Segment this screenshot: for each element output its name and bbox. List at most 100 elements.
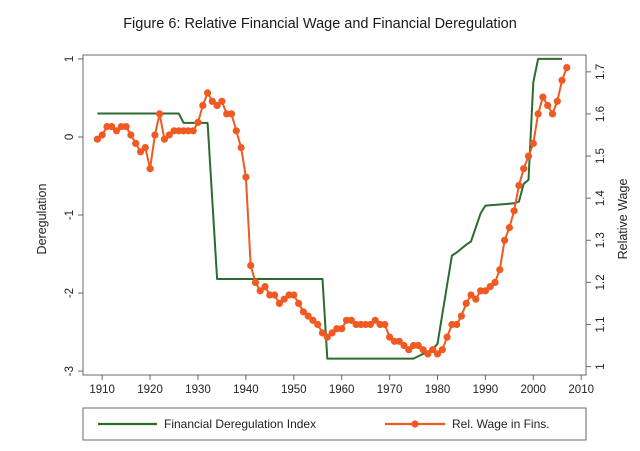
data-point [366,320,374,329]
data-point [232,127,240,135]
right-y-tick-label: 1.6 [595,106,607,122]
data-point [381,320,389,329]
data-point [141,144,149,152]
data-point [98,131,106,139]
data-point [558,76,566,84]
data-point [251,278,260,286]
x-tick-label: 1920 [137,384,163,396]
data-point [520,165,528,173]
x-axis-ticks: 1910 1920 1930 1940 1950 1960 1970 1980 1990 2000… [89,375,594,396]
data-point [132,139,140,147]
series-layer [93,57,571,360]
data-point [472,295,480,303]
data-point [151,131,159,139]
x-tick-label: 1930 [185,384,211,396]
data-point [539,93,547,101]
data-point [534,110,542,118]
data-point [438,346,446,354]
x-tick-label: 1960 [329,384,355,396]
legend-box [82,407,587,441]
data-point [453,320,461,329]
data-point [189,127,197,135]
x-tick-label: 1990 [473,384,499,396]
x-tick-label: 1980 [425,384,451,396]
left-y-axis-label: Deregulation [35,184,49,255]
data-point [122,123,130,131]
data-point [194,118,202,126]
x-tick-label: 2000 [521,384,547,396]
legend-label-rel-wage-in-fins: Rel. Wage in Fins. [452,417,550,431]
data-point [304,312,312,320]
data-point [395,337,403,345]
data-point [424,350,432,358]
data-point [371,316,379,324]
right-y-tick-label: 1.2 [595,274,607,290]
data-point [491,278,499,286]
data-point [524,152,533,160]
data-point [563,64,571,72]
data-point [218,97,226,105]
data-point [400,341,408,350]
data-point [204,89,212,97]
x-tick-label: 1940 [233,384,259,396]
data-point [429,346,437,354]
data-point [323,333,331,341]
data-point [237,144,245,152]
data-point [290,291,298,299]
right-y-tick-label: 1.1 [595,316,607,332]
data-point [227,110,236,118]
data-point [505,224,513,232]
right-y-tick-label: 1 [595,363,607,369]
data-point [295,299,303,307]
data-point [299,308,307,316]
data-point [457,312,465,320]
data-point [347,316,355,324]
left-y-tick-label: 0 [64,134,76,140]
data-point [208,97,216,105]
data-point [271,291,279,299]
data-point [256,287,264,295]
data-point [108,123,116,131]
data-point [529,139,537,147]
left-y-tick-label: 1 [64,56,76,62]
data-point [309,316,317,324]
data-point [414,341,422,350]
data-point [136,148,145,156]
data-point [433,350,442,358]
data-point [199,101,207,110]
data-point [496,266,504,274]
data-point [419,346,427,354]
data-point [127,131,135,139]
data-point [338,325,346,333]
x-tick-label: 1970 [377,384,403,396]
right-y-tick-label: 1.7 [595,64,607,80]
series-line-financial-deregulation-index [97,57,562,360]
data-point [314,320,322,329]
right-y-tick-label: 1.5 [595,148,607,164]
data-point [275,299,283,307]
data-point [93,135,101,143]
data-point [328,329,336,337]
data-point [247,261,255,270]
data-point [386,333,394,341]
left-y-tick-label: -3 [64,366,76,376]
data-point [501,236,509,244]
left-y-tick-label: -1 [64,210,76,220]
data-point [548,110,557,118]
legend-marker-rel-wage-in-fins [411,420,419,428]
data-point [280,295,288,303]
legend-label-financial-deregulation-index: Financial Deregulation Index [164,417,316,431]
left-y-axis-ticks: 1 0 -1 -2 -3 [64,56,83,376]
right-y-axis-ticks: 1.7 1.6 1.5 1.4 1.3 1.2 1.1 1 [586,64,607,370]
data-point [405,346,413,354]
x-tick-label: 2010 [568,384,594,396]
data-point [160,135,168,143]
data-point [261,283,269,291]
data-point [242,173,250,181]
data-point [443,333,451,341]
right-y-tick-label: 1.4 [595,190,607,207]
right-y-axis-label: Relative Wage [616,179,630,260]
left-y-tick-label: -2 [64,288,76,298]
data-point [462,299,470,307]
